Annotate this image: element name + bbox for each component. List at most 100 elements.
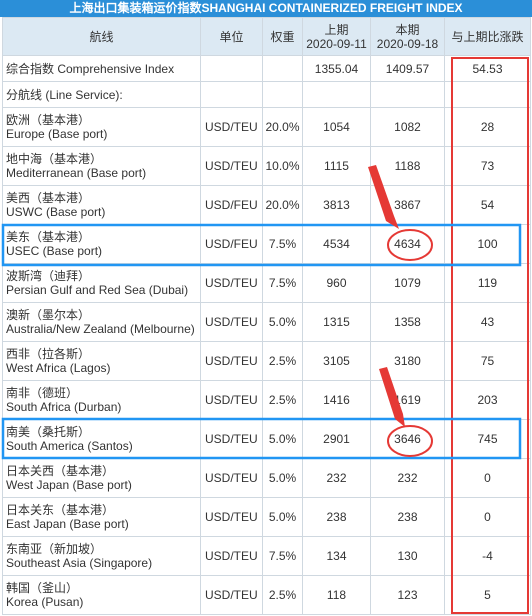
route-change: 0 [444, 497, 531, 537]
route-prev: 1054 [302, 107, 371, 147]
composite-unit [200, 55, 263, 82]
route-prev: 4534 [302, 224, 371, 264]
section-label: 分航线 (Line Service): [2, 81, 201, 108]
route-cn: 波斯湾（迪拜） [6, 269, 91, 283]
table-row: 欧洲（基本港） Europe (Base port) USD/TEU 20.0% … [2, 107, 531, 147]
route-change: 73 [444, 146, 531, 186]
route-weight: 2.5% [262, 341, 303, 381]
table-row: 波斯湾（迪拜） Persian Gulf and Red Sea (Dubai) … [2, 263, 531, 303]
route-unit: USD/TEU [200, 146, 263, 186]
route-prev: 1315 [302, 302, 371, 342]
composite-row: 综合指数 Comprehensive Index 1355.04 1409.57… [2, 55, 531, 82]
route-cn: 南非（德班） [6, 386, 79, 400]
route-change: -4 [444, 536, 531, 576]
route-cn: 地中海（基本港） [6, 152, 103, 166]
route-weight: 20.0% [262, 107, 303, 147]
freight-index-table: 航线 单位 权重 上期 2020-09-11 本期 2020-09-18 与上期比涨… [2, 17, 531, 615]
route-curr: 1188 [370, 146, 445, 186]
route-en: South Africa (Durban) [6, 400, 122, 414]
route-unit: USD/TEU [200, 419, 263, 459]
route-en: Persian Gulf and Red Sea (Dubai) [6, 283, 189, 297]
table-row: 西非（拉各斯） West Africa (Lagos) USD/TEU 2.5% … [2, 341, 531, 381]
route-unit: USD/TEU [200, 575, 263, 615]
header-change: 与上期比涨跌 [444, 17, 531, 56]
route-cn: 日本关西（基本港） [6, 464, 115, 478]
route-curr: 3867 [370, 185, 445, 225]
route-change: 745 [444, 419, 531, 459]
route-en: Korea (Pusan) [6, 595, 84, 609]
route-curr: 4634 [370, 224, 445, 264]
route-change: 100 [444, 224, 531, 264]
composite-prev: 1355.04 [302, 55, 371, 82]
header-unit: 单位 [200, 17, 263, 56]
route-en: USEC (Base port) [6, 244, 103, 258]
route-cn: 澳新（墨尔本） [6, 308, 91, 322]
route-curr: 3180 [370, 341, 445, 381]
route-unit: USD/TEU [200, 107, 263, 147]
route-prev: 1416 [302, 380, 371, 420]
route-change: 43 [444, 302, 531, 342]
table-row: 地中海（基本港） Mediterranean (Base port) USD/TE… [2, 146, 531, 186]
route-prev: 1115 [302, 146, 371, 186]
section-row: 分航线 (Line Service): [2, 81, 531, 108]
route-cn: 东南亚（新加坡） [6, 542, 103, 556]
route-unit: USD/TEU [200, 341, 263, 381]
route-weight: 7.5% [262, 536, 303, 576]
route-en: Mediterranean (Base port) [6, 166, 147, 180]
header-curr-label: 本期 [395, 22, 420, 37]
route-change: 203 [444, 380, 531, 420]
route-curr: 3646 [370, 419, 445, 459]
route-prev: 2901 [302, 419, 371, 459]
route-unit: USD/TEU [200, 536, 263, 576]
header-route: 航线 [2, 17, 201, 56]
table-row: 韩国（釜山） Korea (Pusan) USD/TEU 2.5% 118 123… [2, 575, 531, 615]
route-prev: 134 [302, 536, 371, 576]
route-en: West Africa (Lagos) [6, 361, 111, 375]
route-change: 75 [444, 341, 531, 381]
route-curr: 1358 [370, 302, 445, 342]
route-unit: USD/FEU [200, 224, 263, 264]
route-weight: 7.5% [262, 263, 303, 303]
route-cn: 美西（基本港） [6, 191, 91, 205]
route-cn: 美东（基本港） [6, 230, 91, 244]
route-weight: 10.0% [262, 146, 303, 186]
route-change: 28 [444, 107, 531, 147]
header-curr-date: 2020-09-18 [376, 36, 439, 51]
route-prev: 960 [302, 263, 371, 303]
route-curr: 238 [370, 497, 445, 537]
route-cn: 西非（拉各斯） [6, 347, 91, 361]
table-row: 日本关东（基本港） East Japan (Base port) USD/TEU … [2, 497, 531, 537]
route-en: USWC (Base port) [6, 205, 106, 219]
header-prev-label: 上期 [324, 22, 349, 37]
route-unit: USD/TEU [200, 263, 263, 303]
route-weight: 5.0% [262, 458, 303, 498]
composite-weight [262, 55, 303, 82]
route-prev: 238 [302, 497, 371, 537]
table-row: 东南亚（新加坡） Southeast Asia (Singapore) USD/T… [2, 536, 531, 576]
route-weight: 5.0% [262, 497, 303, 537]
route-unit: USD/TEU [200, 302, 263, 342]
route-curr: 130 [370, 536, 445, 576]
header-weight: 权重 [262, 17, 303, 56]
route-prev: 118 [302, 575, 371, 615]
route-en: Australia/New Zealand (Melbourne) [6, 322, 195, 336]
route-curr: 1082 [370, 107, 445, 147]
table-row: 南非（德班） South Africa (Durban) USD/TEU 2.5%… [2, 380, 531, 420]
route-cn: 南美（桑托斯） [6, 425, 91, 439]
table-row: 南美（桑托斯） South America (Santos) USD/TEU 5.… [2, 419, 531, 459]
table-header-row: 航线 单位 权重 上期 2020-09-11 本期 2020-09-18 与上期比涨… [2, 17, 531, 56]
page-title: 上海出口集装箱运价指数SHANGHAI CONTAINERIZED FREIGH… [0, 0, 532, 17]
route-en: South America (Santos) [6, 439, 133, 453]
route-weight: 7.5% [262, 224, 303, 264]
route-cn: 日本关东（基本港） [6, 503, 115, 517]
table-row: 日本关西（基本港） West Japan (Base port) USD/TEU … [2, 458, 531, 498]
table-row: 澳新（墨尔本） Australia/New Zealand (Melbourne)… [2, 302, 531, 342]
route-curr: 123 [370, 575, 445, 615]
route-change: 0 [444, 458, 531, 498]
route-change: 54 [444, 185, 531, 225]
route-unit: USD/TEU [200, 380, 263, 420]
route-weight: 5.0% [262, 419, 303, 459]
route-weight: 2.5% [262, 380, 303, 420]
route-unit: USD/FEU [200, 185, 263, 225]
